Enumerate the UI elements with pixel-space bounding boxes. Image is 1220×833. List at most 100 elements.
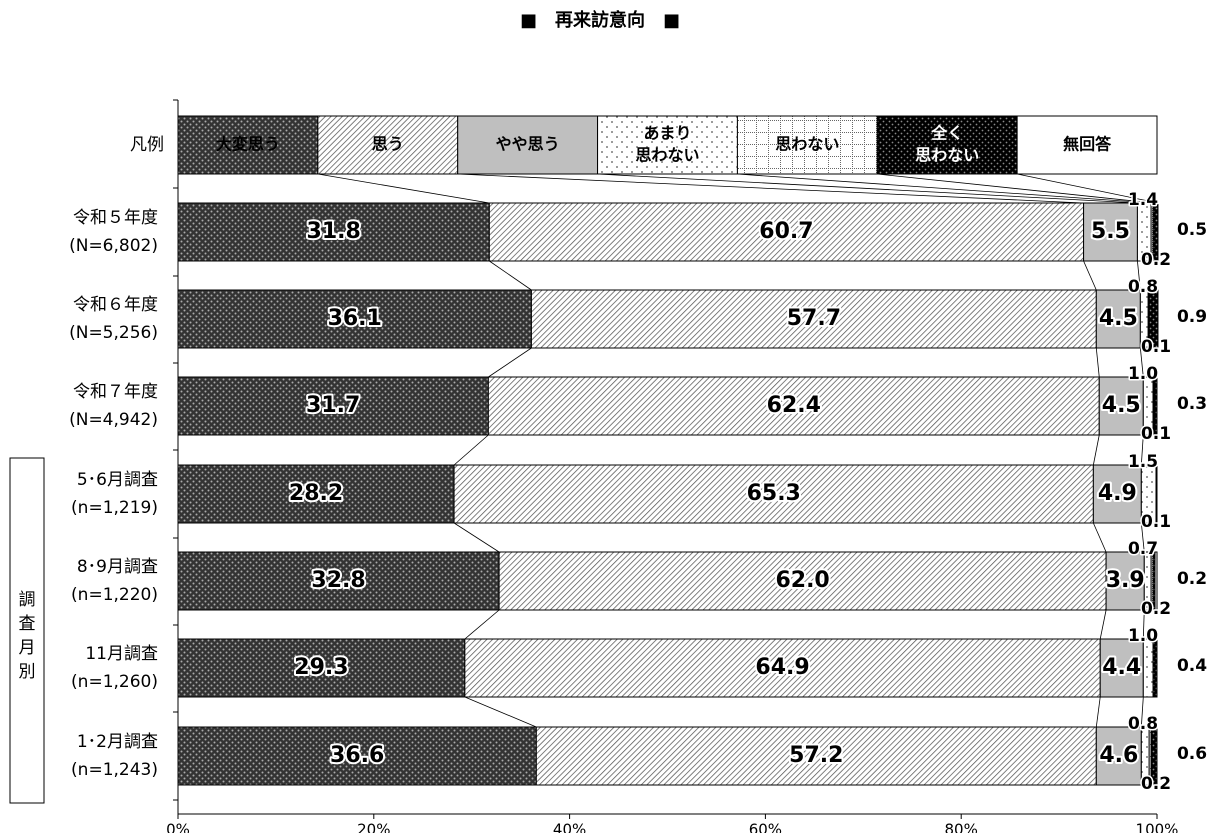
data-label: 1.4: [1128, 190, 1158, 210]
data-label: 0.2: [1177, 569, 1207, 589]
row-label: 令和５年度: [73, 208, 158, 228]
data-label: 1.0: [1128, 626, 1158, 646]
group-label-char: 別: [19, 662, 36, 682]
legend-label: 全く: [930, 124, 963, 143]
data-label: 5.5: [1091, 219, 1130, 244]
data-label: 0.2: [1141, 774, 1171, 794]
data-label: 31.7: [306, 393, 360, 418]
connector-line: [457, 173, 1084, 204]
connector-line: [1083, 260, 1097, 291]
bar-segment: [1150, 726, 1158, 786]
data-label: 0.3: [1177, 394, 1207, 414]
group-label-char: 調: [19, 590, 36, 610]
data-label: 57.7: [787, 306, 841, 331]
connector-line: [1095, 696, 1101, 728]
data-label: 0.5: [1177, 220, 1207, 240]
legend-label: あまり: [643, 124, 691, 143]
data-label: 1.5: [1128, 452, 1158, 472]
row-n-label: (n=1,219): [71, 498, 158, 518]
connector-line: [597, 173, 1138, 204]
data-label: 62.4: [767, 393, 821, 418]
row-label: 令和７年度: [73, 382, 158, 402]
data-label: 4.5: [1099, 306, 1138, 331]
bar-segment: [1098, 376, 1144, 436]
bar-segment: [464, 638, 1101, 698]
bar-segment: [488, 202, 1085, 262]
x-axis: 0% 20% 40% 60% 80% 100%: [166, 99, 1178, 833]
row-labels: 令和５年度 (N=6,802) 令和６年度 (N=5,256) 令和７年度 (N=4,94…: [69, 208, 158, 780]
connector-line: [1017, 173, 1159, 204]
data-label: 0.1: [1141, 337, 1171, 357]
row-n-label: (n=1,243): [71, 760, 158, 780]
data-label: 0.8: [1128, 714, 1158, 734]
data-label: 28.2: [289, 481, 343, 506]
data-label: 0.8: [1128, 277, 1158, 297]
bar-segment: [177, 551, 500, 611]
connector-line: [317, 173, 490, 204]
connector-line: [1099, 609, 1107, 640]
data-label: 0.6: [1177, 744, 1207, 764]
bar-segment: [1152, 202, 1159, 262]
legend-label: 思わない: [775, 135, 839, 154]
data-label: 0.9: [1177, 307, 1207, 327]
legend-swatch: [597, 115, 738, 175]
row-label: 令和６年度: [73, 295, 158, 315]
bar-segment: [1092, 464, 1142, 524]
legend-swatch: [736, 115, 878, 175]
x-tick-label: 80%: [945, 821, 978, 833]
legend-row-label: 凡例: [130, 135, 164, 155]
connector-line: [1092, 522, 1107, 553]
data-label: 3.9: [1106, 568, 1145, 593]
row-n-label: (n=1,220): [71, 585, 158, 605]
row-n-label: (N=5,256): [69, 323, 158, 343]
data-label: 4.9: [1098, 481, 1137, 506]
data-label: 36.1: [328, 306, 382, 331]
row-n-label: (n=1,260): [71, 672, 158, 692]
connector-line: [464, 609, 500, 640]
data-label: 4.5: [1102, 393, 1141, 418]
data-label: 29.3: [294, 655, 348, 680]
data-label: 4.4: [1102, 655, 1141, 680]
row-label: 8･9月調査: [77, 557, 158, 577]
bar-segment: [487, 376, 1100, 436]
row-label: 1･2月調査: [77, 732, 158, 752]
bar-segment: [1155, 464, 1158, 524]
data-label: 57.2: [789, 743, 843, 768]
x-tick-label: 0%: [166, 821, 190, 833]
bar-segment: [453, 464, 1094, 524]
data-label: 32.8: [311, 568, 365, 593]
connector-line: [488, 347, 532, 378]
connector-line: [464, 696, 537, 728]
row-label: 5･6月調査: [77, 470, 158, 490]
group-label-char: 月: [19, 638, 36, 658]
data-label: 0.1: [1141, 424, 1171, 444]
data-label: 4.6: [1099, 743, 1138, 768]
bar-segment: [1152, 638, 1158, 698]
bar-segment: [1083, 202, 1138, 262]
group-label-char: 査: [19, 614, 36, 634]
x-tick-label: 20%: [357, 821, 390, 833]
connector-line: [737, 173, 1152, 204]
bar-segment: [535, 726, 1097, 786]
legend-label: 無回答: [1063, 135, 1112, 154]
legend-label: 思う: [372, 135, 404, 154]
legend-label: 思わない: [635, 146, 699, 165]
data-label: 31.8: [307, 219, 361, 244]
group-box-frame: [9, 457, 45, 804]
legend-label: 思わない: [915, 146, 979, 165]
data-label: 0.1: [1141, 512, 1171, 532]
bar-segment: [1095, 289, 1141, 349]
bar-segment: [1153, 376, 1158, 436]
connector-line: [1137, 260, 1141, 291]
legend-swatch: [457, 115, 599, 175]
legend-swatch: [177, 115, 319, 175]
bar-segment: [530, 289, 1097, 349]
data-label: 0.2: [1141, 599, 1171, 619]
bar-segment: [177, 464, 455, 524]
connector-line: [489, 260, 532, 291]
bar-segment: [1142, 638, 1154, 698]
bar-segment: [498, 551, 1107, 611]
